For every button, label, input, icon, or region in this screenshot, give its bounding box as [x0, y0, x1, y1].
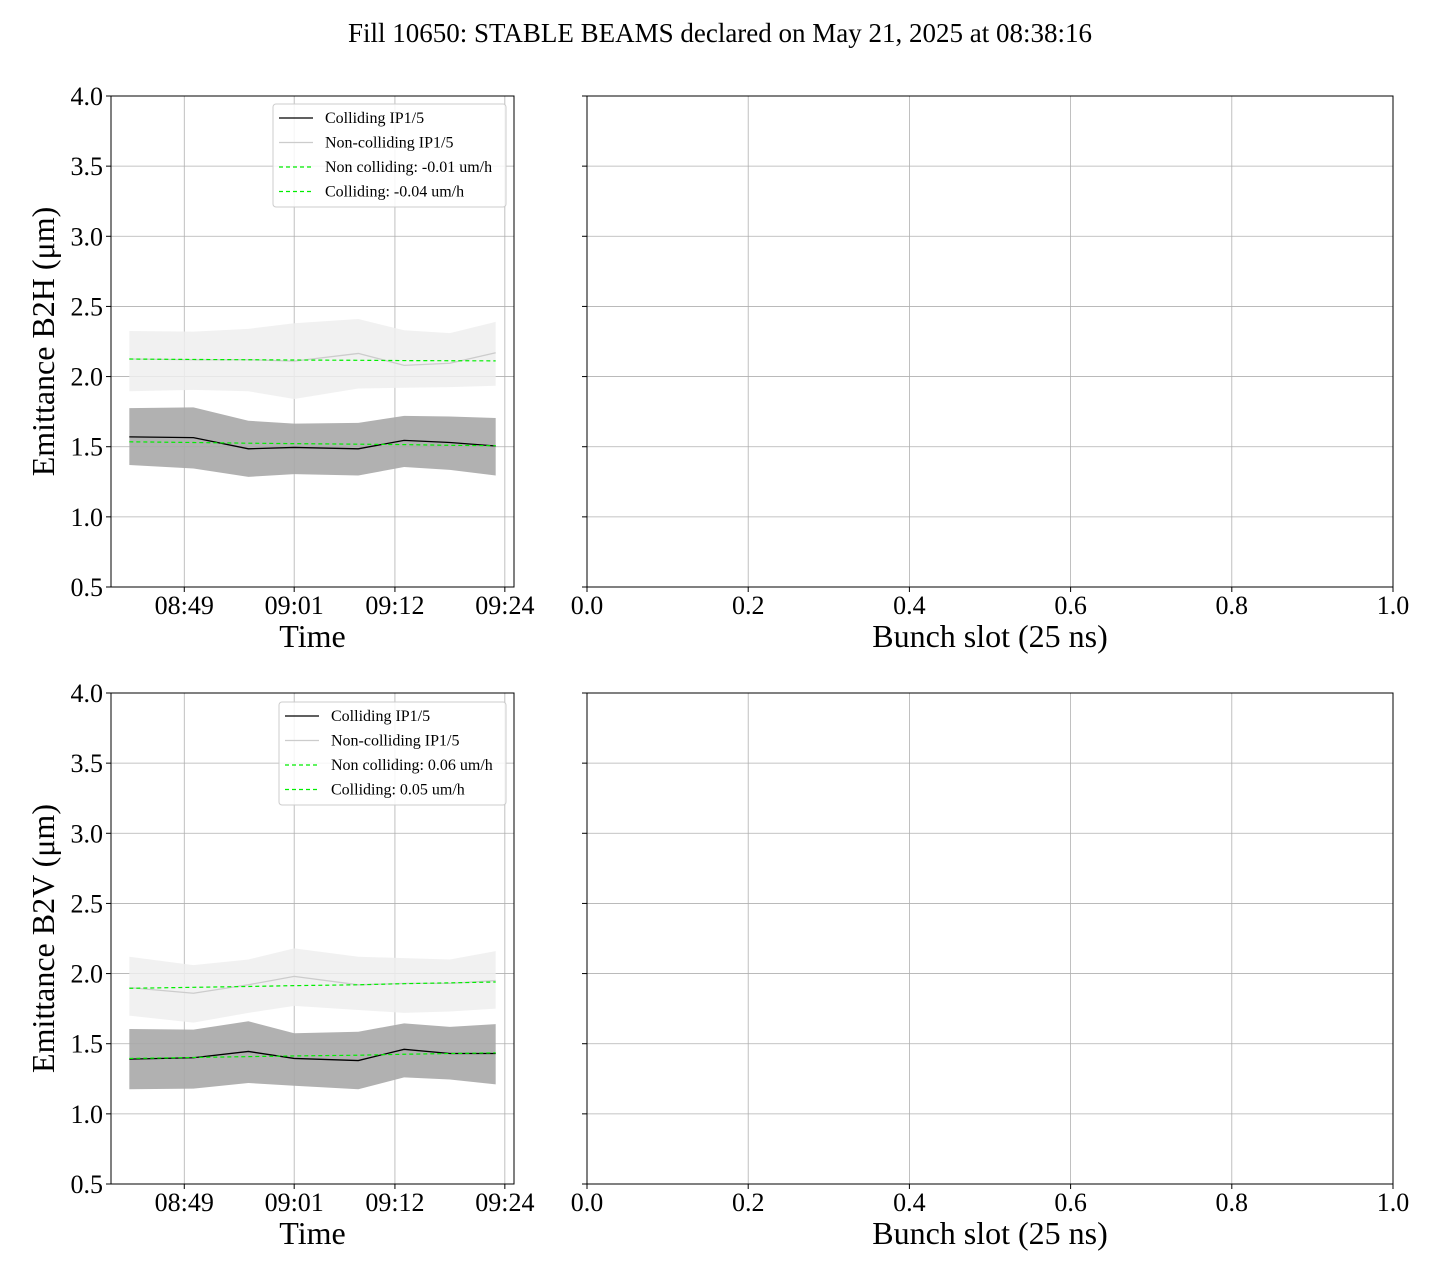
x-tick-label: 0.6 [1054, 591, 1087, 620]
y-tick-label: 1.0 [71, 503, 104, 532]
y-tick-label: 0.5 [71, 573, 104, 602]
legend-entry: Colliding IP1/5 [325, 110, 424, 127]
y-tick-label: 2.5 [71, 889, 104, 918]
x-tick-label: 08:49 [155, 591, 214, 620]
plot-frame [586, 692, 1394, 1185]
y-tick-label: 1.5 [71, 433, 104, 462]
legend-entry: Non-colliding IP1/5 [331, 733, 459, 750]
figure-title: Fill 10650: STABLE BEAMS declared on May… [347, 18, 1093, 48]
x-axis-label: Bunch slot (25 ns) [872, 618, 1108, 654]
y-tick-label: 3.5 [71, 749, 104, 778]
x-tick-label: 1.0 [1377, 1188, 1410, 1217]
legend-box [272, 103, 507, 208]
x-tick-label: 09:12 [365, 591, 424, 620]
legend-entry: Non colliding: -0.01 um/h [325, 159, 492, 176]
x-tick-label: 08:49 [155, 1188, 214, 1217]
series-line-colliding [129, 436, 496, 450]
y-tick-label: 3.0 [71, 819, 104, 848]
x-tick-label: 0.8 [1216, 1188, 1249, 1217]
y-tick-label: 2.5 [71, 292, 104, 321]
x-tick-label: 09:01 [265, 591, 324, 620]
x-tick-label: 0.6 [1054, 1188, 1087, 1217]
series-line-colliding [129, 1048, 496, 1062]
y-tick-label: 0.5 [71, 1170, 104, 1199]
x-tick-label: 1.0 [1377, 591, 1410, 620]
y-tick-label: 3.5 [71, 152, 104, 181]
legend: Colliding IP1/5 Non-colliding IP1/5 Non co… [272, 103, 507, 208]
legend-entry: Non-colliding IP1/5 [325, 135, 453, 152]
legend-box [278, 701, 507, 806]
x-axis-label: Time [279, 1215, 345, 1251]
legend-entry: Colliding: -0.04 um/h [325, 184, 464, 201]
y-tick-label: 2.0 [71, 960, 104, 989]
x-tick-label: 0.4 [893, 591, 926, 620]
y-tick-label: 4.0 [71, 679, 104, 708]
fit-line-2 [129, 981, 496, 989]
y-tick-label: 4.0 [71, 82, 104, 111]
y-tick-label: 1.5 [71, 1030, 104, 1059]
y-tick-label: 1.0 [71, 1100, 104, 1129]
plot-frame [110, 95, 515, 588]
x-tick-label: 0.0 [571, 591, 604, 620]
x-axis-label: Time [279, 618, 345, 654]
plot-frame [586, 95, 1394, 588]
y-tick-label: 3.0 [71, 222, 104, 251]
legend-entry: Colliding IP1/5 [331, 708, 430, 725]
x-tick-label: 0.4 [893, 1188, 926, 1217]
y-axis-label: Emittance B2H (μm) [25, 207, 61, 477]
x-axis-label: Bunch slot (25 ns) [872, 1215, 1108, 1251]
x-tick-label: 09:24 [475, 1188, 534, 1217]
chart-b2v-time: 0.5 1.0 1.5 2.0 2.5 3.0 3.5 4.0 08:49 09:01 09:12 0… [25, 679, 534, 1251]
y-tick-label: 2.0 [71, 363, 104, 392]
chart-b2h-time: 0.5 1.0 1.5 2.0 2.5 3.0 3.5 4.0 08:49 09:01 09:12 0… [25, 82, 534, 654]
plot-frame [110, 692, 515, 1185]
x-tick-label: 09:24 [475, 591, 534, 620]
x-tick-label: 0.8 [1216, 591, 1249, 620]
fit-line-2 [129, 358, 496, 362]
fit-line-3 [129, 441, 496, 447]
x-tick-label: 09:12 [365, 1188, 424, 1217]
x-tick-label: 0.0 [571, 1188, 604, 1217]
chart-b2h-bunch: 0.0 0.2 0.4 0.6 0.8 1.0 Bunch slot (25 ns) [571, 95, 1410, 654]
legend-entry: Colliding: 0.05 um/h [331, 782, 465, 799]
x-tick-label: 09:01 [265, 1188, 324, 1217]
legend: Colliding IP1/5 Non-colliding IP1/5 Non co… [278, 701, 507, 806]
x-tick-label: 0.2 [732, 591, 765, 620]
y-axis-label: Emittance B2V (μm) [25, 804, 61, 1073]
x-tick-label: 0.2 [732, 1188, 765, 1217]
series-line-noncolliding [129, 975, 496, 994]
fit-line-3 [129, 1052, 496, 1060]
chart-b2v-bunch: 0.0 0.2 0.4 0.6 0.8 1.0 Bunch slot (25 ns) [571, 692, 1410, 1251]
band-colliding [129, 407, 496, 477]
legend-entry: Non colliding: 0.06 um/h [331, 757, 493, 774]
